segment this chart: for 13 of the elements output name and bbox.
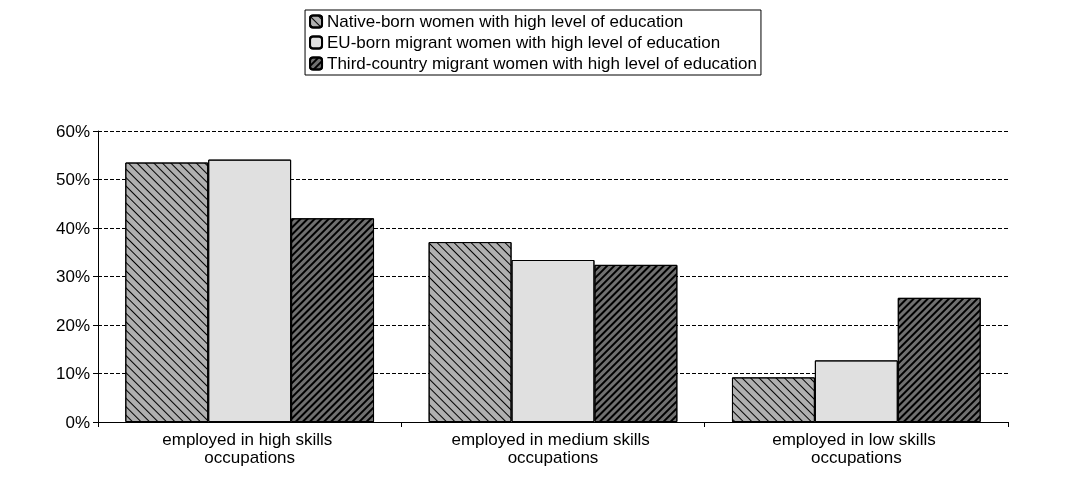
x-tick-label: employed in low skills occupations (772, 429, 941, 467)
legend-label: Third-country migrant women with high level of education (327, 54, 757, 73)
y-tick-label: 40% (55, 218, 90, 238)
y-tick-label: 60% (55, 121, 90, 141)
y-tick-label: 30% (55, 267, 90, 286)
legend-label: Native-born women with high level of education (327, 12, 684, 31)
y-tick-label: 10% (55, 364, 90, 383)
y-tick-label: 50% (55, 170, 90, 189)
y-tick-label: 0% (65, 412, 90, 432)
x-tick-label: employed in medium skills occupations (451, 429, 655, 467)
x-tick-label: employed in high skills occupations (162, 429, 338, 467)
y-tick-label: 20% (55, 315, 90, 335)
legend-label: EU-born migrant women with high level of education (327, 33, 721, 52)
